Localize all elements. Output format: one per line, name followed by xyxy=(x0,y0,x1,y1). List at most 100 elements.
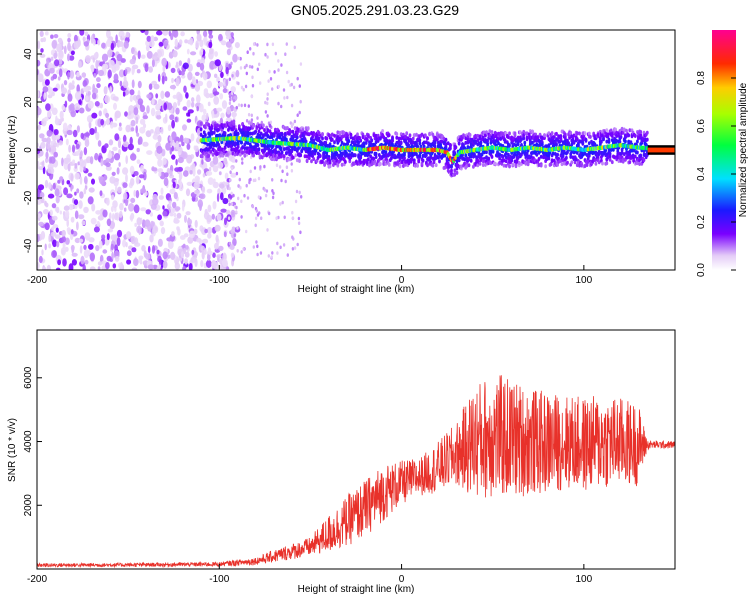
spectrogram-cell xyxy=(46,129,53,137)
spectrogram-cell xyxy=(608,151,612,156)
spectrogram-cell xyxy=(86,115,94,123)
spectrogram-cell xyxy=(41,249,44,256)
spectrogram-cell xyxy=(83,188,87,195)
spectrogram-cell xyxy=(645,137,649,142)
spectrogram-cell xyxy=(517,161,521,165)
spectrogram-cell xyxy=(212,130,216,135)
spectrogram-cell xyxy=(196,33,202,42)
spectrogram-cell xyxy=(296,76,299,81)
spectrogram-cell xyxy=(37,40,41,50)
spectrogram-cell xyxy=(171,30,178,37)
spectrogram-cell xyxy=(199,193,206,200)
spectrogram-cell xyxy=(382,149,386,154)
spectrogram-cell xyxy=(248,131,252,136)
spectrogram-cell xyxy=(242,130,246,135)
spectrogram-cell xyxy=(370,138,374,143)
spectrogram-cell xyxy=(271,251,274,255)
spectrogram-cell xyxy=(47,193,55,199)
spectrogram-cell xyxy=(37,73,44,83)
spectrogram-cell xyxy=(207,177,214,186)
spectrogram-cell xyxy=(151,245,156,254)
spectrogram-cell xyxy=(157,158,163,167)
spectrogram-cell xyxy=(391,136,394,141)
spectrogram-cell xyxy=(56,43,63,53)
spectrogram-cell xyxy=(194,71,200,76)
y-tick-label: 4000 xyxy=(23,430,34,453)
spectrogram-cell xyxy=(283,133,287,137)
spectrogram-cell xyxy=(239,152,242,157)
spectrogram-cell xyxy=(276,241,279,246)
spectrogram-cell xyxy=(252,42,256,46)
spectrogram-cell xyxy=(237,103,241,107)
snr-x-ticks: -200 -100 0 100 xyxy=(27,564,593,585)
spectrogram-cell xyxy=(438,159,441,164)
spectrogram-cell xyxy=(94,126,97,134)
spectrogram-cell xyxy=(210,130,214,135)
spectrogram-cell xyxy=(504,163,508,168)
spectrogram-cell xyxy=(92,57,96,63)
spectrogram-cell xyxy=(155,93,159,99)
spectrogram-cell xyxy=(248,64,252,69)
spectrogram-cell xyxy=(280,63,283,67)
spectrogram-cell xyxy=(68,204,74,211)
spectrogram-cell xyxy=(295,135,299,140)
spectrogram-cell xyxy=(53,34,59,39)
spectrogram-cell xyxy=(490,154,494,159)
spectrogram-cell xyxy=(222,88,228,94)
spectrogram-cell xyxy=(43,92,47,100)
spectrogram-cell xyxy=(463,157,466,162)
spectrogram-cell xyxy=(612,139,615,144)
spectrogram-cell xyxy=(248,178,251,182)
spectrogram-cell xyxy=(304,139,308,144)
spectrogram-cell xyxy=(199,103,204,113)
colorbar-tick-label: 0.0 xyxy=(696,263,707,277)
spectrogram-cell xyxy=(359,155,363,160)
spectrogram-cell xyxy=(286,172,289,176)
spectrogram-cell xyxy=(73,199,79,206)
spectrogram-cell xyxy=(297,127,300,132)
spectrogram-cell xyxy=(192,167,196,177)
spectrogram-cell xyxy=(37,184,45,191)
spectrogram-cell xyxy=(256,244,259,249)
spectrogram-cell xyxy=(610,160,614,165)
spectrogram-cell xyxy=(81,220,86,226)
spectrogram-cell xyxy=(362,161,366,166)
spectrogram-cell xyxy=(178,39,183,45)
spectrogram-cell xyxy=(77,60,82,68)
spectrogram-cell xyxy=(157,214,163,221)
spectrogram-cell xyxy=(218,245,224,252)
spectrogram-cell xyxy=(463,146,466,151)
spectrogram-cell xyxy=(83,244,87,250)
spectrogram-cell xyxy=(270,255,273,259)
spectrogram-cell xyxy=(254,129,258,134)
spectrogram-cell xyxy=(38,221,44,227)
spectrogram-cell xyxy=(97,39,101,46)
spectrogram-cell xyxy=(568,135,571,140)
spectrogram-cell xyxy=(75,143,80,150)
spectrogram-cell xyxy=(229,133,233,138)
spectrogram-cell xyxy=(162,157,167,165)
spectrogram-cell xyxy=(279,154,283,159)
spectrogram-cell xyxy=(154,51,158,58)
spectrogram-cell xyxy=(184,214,187,223)
spectrogram-cell xyxy=(137,98,144,106)
spectrogram-cell xyxy=(245,63,248,68)
spectrogram-cell xyxy=(291,155,295,160)
spectrogram-cell xyxy=(67,53,70,62)
spectrogram-cell xyxy=(85,55,91,64)
spectrogram-cell xyxy=(73,40,80,50)
spectrogram-cell xyxy=(243,142,247,147)
spectrogram-cell xyxy=(128,203,135,212)
spectrogram-cell xyxy=(290,103,294,108)
spectrogram-cell xyxy=(58,68,63,78)
spectrogram-cell xyxy=(44,31,49,36)
spectrogram-cell xyxy=(125,173,128,183)
spectrogram-cell xyxy=(335,158,339,163)
spectrogram-cell xyxy=(223,145,227,150)
spectrogram-cell xyxy=(55,134,61,140)
spectrogram-cell xyxy=(105,162,111,167)
spectrogram-cell xyxy=(184,39,189,44)
spectrogram-cell xyxy=(278,165,282,169)
spectrogram-cell xyxy=(181,151,188,160)
spectrogram-cell xyxy=(157,50,163,58)
